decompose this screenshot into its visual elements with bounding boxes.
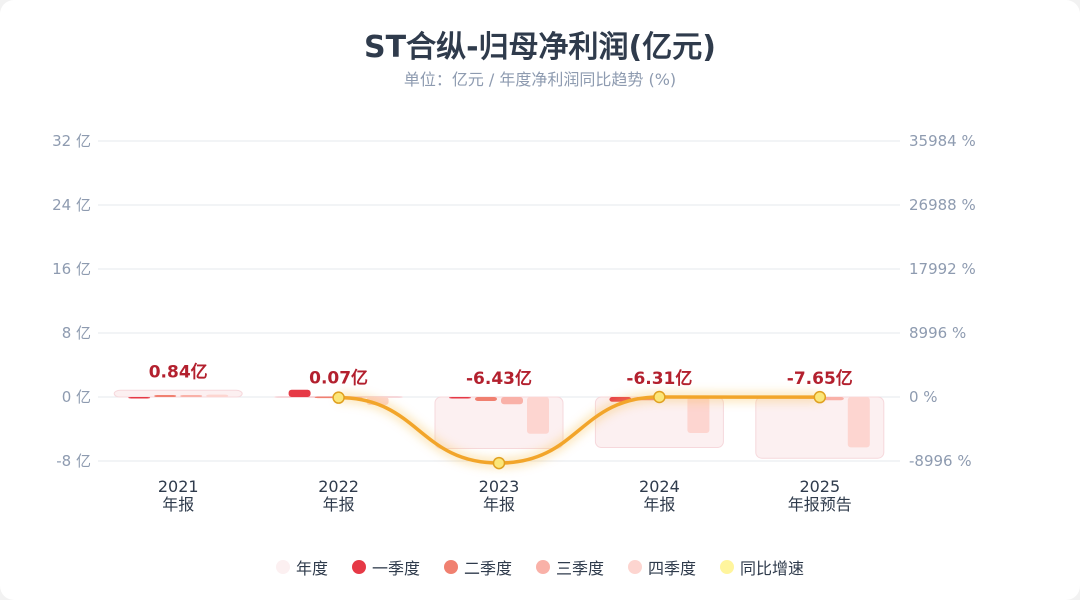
legend-item[interactable]: 三季度 [536,555,604,579]
quarter-bar [154,395,177,397]
quarter-bar [314,396,337,399]
y-right-tick-label: 17992 % [909,260,976,278]
x-tick-label: 2022 [318,477,359,496]
legend-label: 一季度 [371,559,420,578]
legend-swatch-icon [443,560,458,574]
legend-label: 三季度 [556,559,605,578]
yoy-point [653,390,666,404]
yoy-point [332,391,345,404]
x-tick-label: 2021 [158,477,199,496]
x-tick-label: 年报预告 [788,495,852,514]
chart-title: ST合纵-归母净利润(亿元) [364,30,716,65]
quarter-bar [449,397,471,399]
y-left-tick-label: 32 亿 [52,132,91,150]
y-right-tick-label: 8996 % [909,324,966,342]
legend-swatch-icon [720,560,735,574]
data-label: 0.07亿 [309,367,368,388]
y-right-tick-label: 0 % [909,388,938,406]
quarter-bar [206,394,229,397]
x-tick-label: 2024 [639,477,680,496]
data-label: -6.43亿 [466,368,532,389]
y-right-tick-label: -8996 % [909,452,972,470]
x-tick-label: 年报 [483,495,515,514]
quarter-bar [527,397,549,434]
y-left-tick-label: -8 亿 [56,452,91,470]
legend-swatch-icon [628,560,643,574]
legend-label: 年度 [295,559,328,578]
yoy-point [492,456,506,470]
data-label: 0.84亿 [149,361,208,382]
quarter-bar [821,397,844,401]
yoy-line [338,395,820,465]
quarter-bar [847,397,870,448]
quarter-bar [475,397,497,401]
chart-subtitle: 单位：亿元 / 年度净利润同比趋势 (%) [403,70,677,89]
quarter-bar [501,397,523,405]
legend-label: 同比增速 [740,559,805,578]
y-left-tick-label: 24 亿 [52,196,91,214]
data-label: -6.31亿 [626,368,692,389]
y-right-tick-label: 26988 % [909,196,976,214]
legend-item[interactable]: 年度 [275,555,328,579]
quarter-bar [687,397,710,433]
legend-swatch-icon [536,560,550,574]
quarter-bar [180,395,203,397]
legend-item[interactable]: 二季度 [443,555,512,579]
legend: 年度 一季度 二季度 三季度 四季度 同比增速 [0,555,1080,579]
x-tick-label: 年报 [323,495,355,514]
x-tick-label: 年报 [643,495,675,514]
y-left-tick-label: 8 亿 [62,324,91,342]
legend-item[interactable]: 同比增速 [720,555,804,579]
legend-item[interactable]: 四季度 [628,555,696,579]
x-tick-label: 2023 [479,477,520,496]
legend-label: 四季度 [648,559,697,578]
quarter-bar [128,397,151,399]
legend-swatch-icon [351,560,366,574]
x-tick-label: 2025 [799,477,840,496]
y-left-tick-label: 0 亿 [62,388,91,406]
x-tick-label: 年报 [162,495,194,514]
legend-item[interactable]: 一季度 [351,555,420,579]
y-left-tick-label: 16 亿 [52,260,91,278]
legend-swatch-icon [275,560,290,574]
y-right-tick-label: 35984 % [909,132,976,150]
quarter-bar [288,389,311,397]
yoy-point [813,390,827,404]
legend-label: 二季度 [463,559,512,578]
data-label: -7.65亿 [787,368,853,389]
